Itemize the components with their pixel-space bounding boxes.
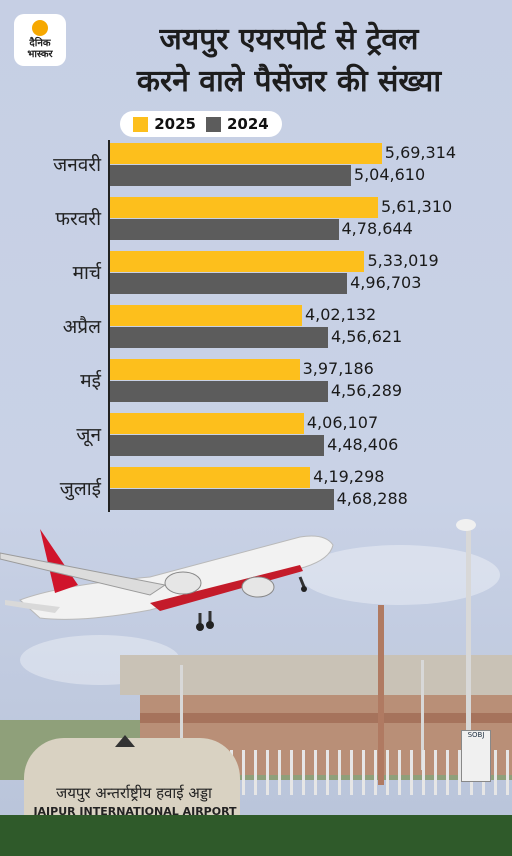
- info-board-text: SOBJ: [467, 731, 485, 739]
- info-board: SOBJ: [461, 730, 491, 782]
- sun-icon: [32, 20, 48, 36]
- category-label: जुलाई: [59, 478, 101, 500]
- legend-swatch-2024: [206, 116, 221, 132]
- bar-2024: [110, 219, 339, 240]
- lamp-head: [456, 519, 476, 531]
- category-label: मई: [80, 370, 101, 392]
- data-label-2025: 5,33,019: [367, 251, 439, 270]
- legend-item-2024: 2024: [206, 115, 269, 133]
- hedge: [0, 815, 512, 856]
- category-label: मार्च: [72, 262, 101, 284]
- airplane-graphic: [0, 529, 334, 747]
- data-label-2024: 4,56,289: [330, 381, 403, 400]
- bar-2025: [110, 143, 382, 164]
- bar-2025: [110, 305, 302, 326]
- terminal-stripe: [140, 713, 512, 723]
- airport-sign: [24, 738, 240, 820]
- legend-swatch-2025: [133, 116, 149, 132]
- lamp-pole: [421, 660, 424, 770]
- bar-2024: [110, 165, 351, 186]
- brand-line1: दैनिक: [29, 38, 51, 49]
- bar-2025: [110, 251, 365, 272]
- data-label-2025: 4,02,132: [304, 305, 377, 324]
- chart-title-line1: जयपुर एयरपोर्ट से ट्रेवल: [159, 22, 419, 57]
- data-label-2024: 5,04,610: [353, 165, 426, 184]
- bar-2025: [110, 413, 304, 434]
- data-label-2025: 3,97,186: [302, 359, 374, 378]
- data-label-2025: 5,61,310: [380, 197, 453, 216]
- data-label-2025: 4,19,298: [313, 467, 385, 486]
- category-label: फरवरी: [55, 208, 101, 230]
- category-label: जनवरी: [53, 154, 101, 176]
- plane-logo-icon: [115, 735, 135, 747]
- bar-2024: [110, 273, 348, 294]
- data-label-2024: 4,68,288: [336, 489, 408, 508]
- airport-illustration: SOBJ जयपुर अन्तर्राष्ट्रीय हवाई अड्डा JA…: [0, 515, 512, 856]
- airplane-icon: [0, 529, 334, 631]
- airport-sign-english: JAIPUR INTERNATIONAL AIRPORT: [33, 805, 237, 818]
- lamp-pole: [180, 665, 183, 755]
- bar-2024: [110, 435, 325, 456]
- tower: [378, 605, 384, 785]
- legend-label-2025: 2025: [154, 115, 196, 133]
- terminal-roof: [120, 655, 512, 695]
- data-label-2024: 4,56,621: [330, 327, 403, 346]
- bar-2024: [110, 489, 334, 510]
- legend-item-2025: 2025: [133, 115, 196, 133]
- category-label: अप्रैल: [62, 316, 101, 338]
- data-label-2024: 4,78,644: [341, 219, 413, 238]
- airport-sign-hindi: जयपुर अन्तर्राष्ट्रीय हवाई अड्डा: [56, 784, 212, 802]
- legend-label-2024: 2024: [227, 115, 269, 133]
- data-label-2025: 5,69,314: [384, 143, 457, 162]
- chart-title-line2: करने वाले पैसेंजर की संख्या: [136, 64, 442, 99]
- bar-2025: [110, 359, 300, 380]
- chart-y-axis: [108, 140, 110, 512]
- bar-2025: [110, 467, 311, 488]
- chart-legend: 2025 2024: [120, 111, 282, 137]
- category-label: जून: [76, 424, 101, 446]
- data-label-2025: 4,06,107: [306, 413, 379, 432]
- bar-2025: [110, 197, 378, 218]
- brand-logo: दैनिक भास्कर: [14, 14, 66, 66]
- bar-2024: [110, 327, 328, 348]
- brand-line2: भास्कर: [27, 49, 53, 60]
- bar-2024: [110, 381, 328, 402]
- lamp-pole: [466, 525, 471, 745]
- data-label-2024: 4,96,703: [350, 273, 422, 292]
- data-label-2024: 4,48,406: [327, 435, 399, 454]
